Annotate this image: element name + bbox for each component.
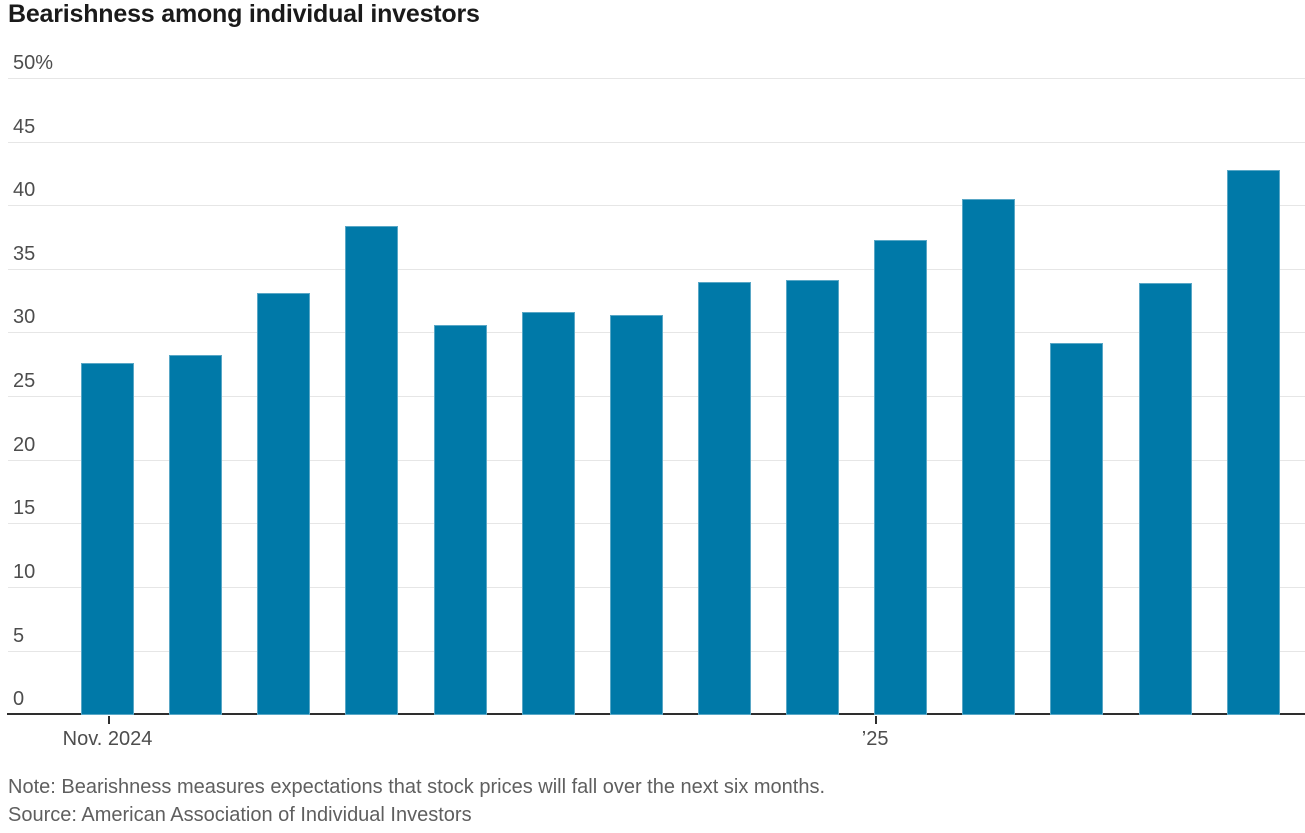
gridline bbox=[8, 268, 1305, 270]
y-axis-label: 35 bbox=[13, 242, 36, 265]
bar bbox=[697, 281, 751, 716]
y-axis-label: 25 bbox=[13, 370, 36, 393]
bar bbox=[81, 363, 134, 716]
x-axis-label: Nov. 2024 bbox=[62, 728, 153, 750]
y-axis-label: 15 bbox=[13, 497, 36, 520]
bar bbox=[609, 314, 663, 716]
x-axis-tick bbox=[875, 715, 878, 724]
gridline bbox=[8, 141, 1305, 143]
bar bbox=[786, 280, 840, 716]
chart-note: Note: Bearishness measures expectations … bbox=[8, 776, 826, 798]
y-axis-label: 45 bbox=[13, 115, 36, 138]
bar bbox=[1138, 282, 1192, 716]
x-axis-label: ’25 bbox=[861, 728, 889, 750]
y-axis-label: 0 bbox=[13, 688, 25, 711]
gridline bbox=[8, 77, 1305, 79]
y-axis-label: 30 bbox=[13, 306, 36, 329]
y-axis-label: 5 bbox=[13, 624, 25, 647]
bar bbox=[521, 312, 575, 716]
chart-source: Source: American Association of Individu… bbox=[8, 804, 472, 826]
x-axis-tick bbox=[107, 715, 110, 724]
gridline bbox=[8, 205, 1305, 207]
y-axis-label: 20 bbox=[13, 433, 36, 456]
bar bbox=[874, 239, 928, 716]
y-axis-label: 40 bbox=[13, 179, 36, 202]
bar bbox=[1226, 169, 1280, 716]
y-axis-label: 50% bbox=[13, 51, 54, 74]
bar bbox=[169, 355, 223, 716]
bar bbox=[345, 225, 399, 716]
bar bbox=[433, 324, 487, 716]
bar bbox=[1050, 342, 1104, 716]
bar bbox=[257, 293, 311, 716]
chart-title: Bearishness among individual investors bbox=[8, 0, 480, 28]
y-axis-label: 10 bbox=[13, 561, 36, 584]
bar bbox=[962, 198, 1016, 716]
